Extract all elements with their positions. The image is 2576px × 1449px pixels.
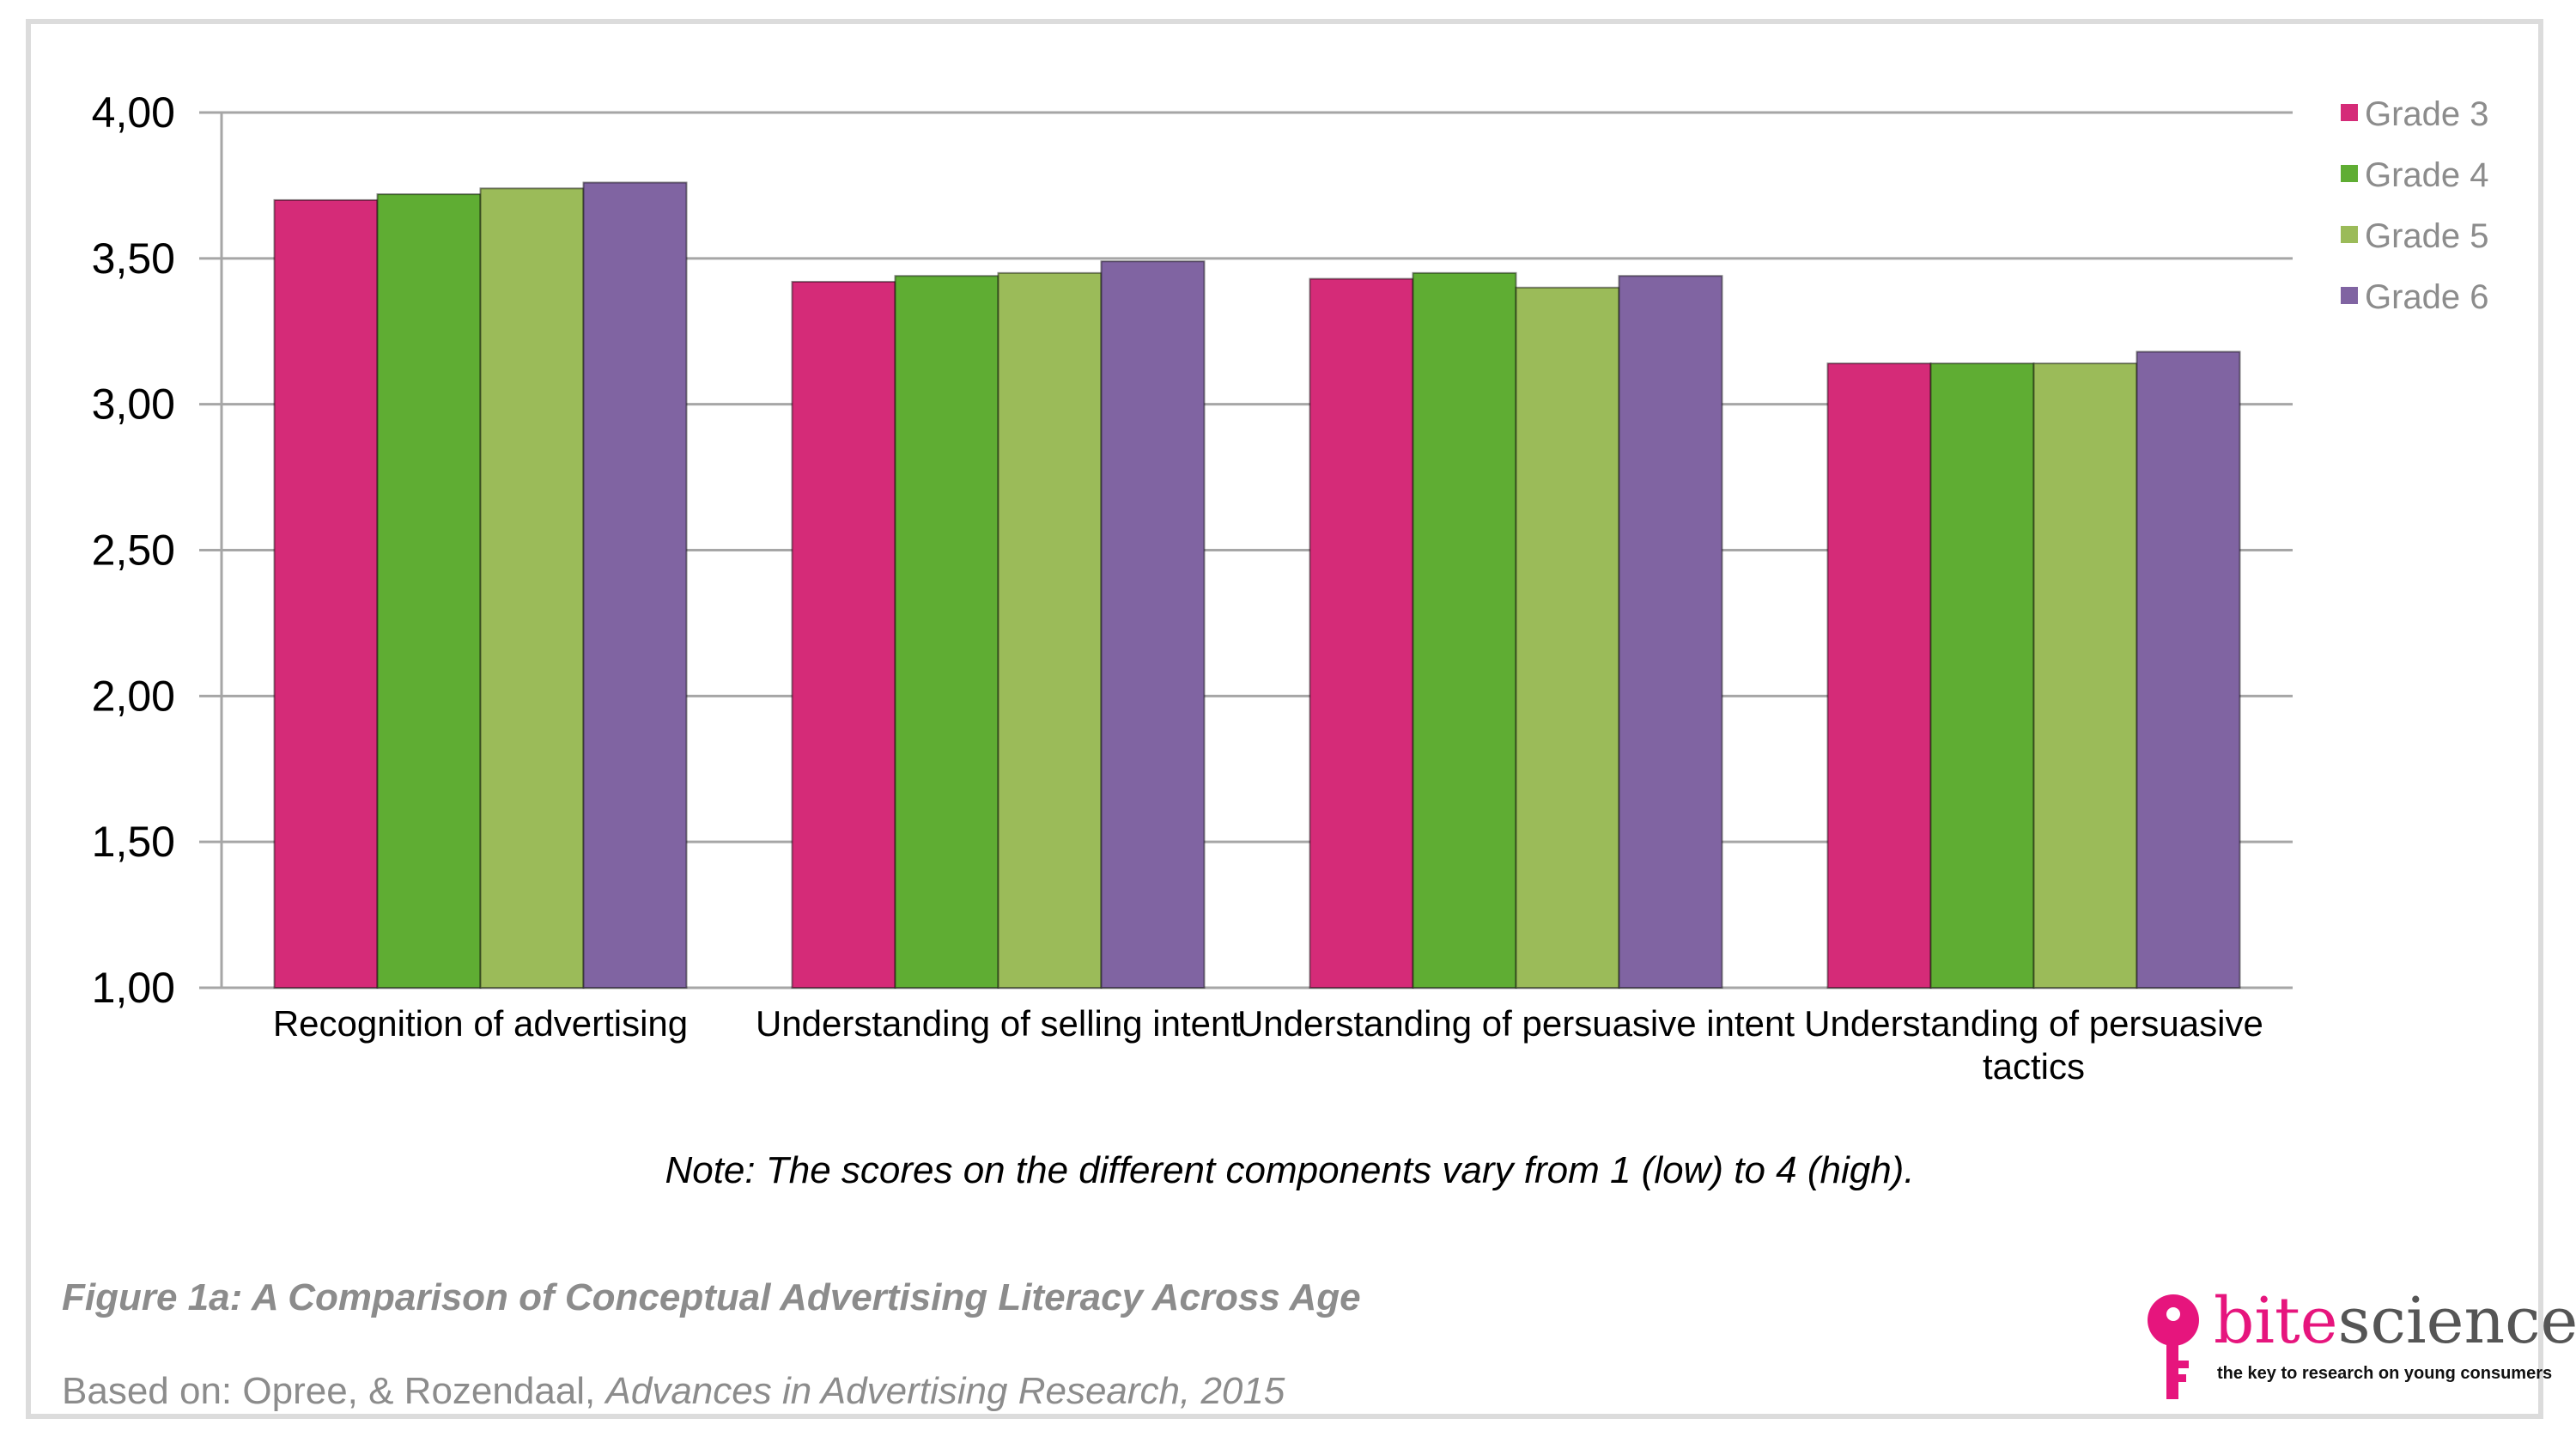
logo-brand-part1: bite xyxy=(2214,1284,2338,1358)
bar-grade-6 xyxy=(582,181,688,989)
legend-swatch xyxy=(2341,165,2358,182)
category-label: Understanding of persuasive tactics xyxy=(1804,1003,2263,1087)
chart-note: Note: The scores on the different compon… xyxy=(665,1149,1915,1191)
y-tick-label: 3,00 xyxy=(92,381,175,429)
figure-title: Figure 1a: A Comparison of Conceptual Ad… xyxy=(62,1276,1361,1318)
legend-label: Grade 6 xyxy=(2365,278,2489,316)
bar-grade-6 xyxy=(1100,260,1206,989)
y-tick-label: 2,00 xyxy=(92,672,175,720)
bar-grade-6 xyxy=(2136,350,2241,989)
y-tick-label: 1,50 xyxy=(92,818,175,866)
bar-grade-4 xyxy=(1412,271,1517,989)
legend-label: Grade 5 xyxy=(2365,217,2489,255)
key-icon xyxy=(2148,1294,2199,1399)
bar-grade-5 xyxy=(479,187,585,989)
bar-chart: 1,00 1,50 2,00 2,50 3,00 3,50 4,00 Recognition… xyxy=(92,88,2489,1087)
bitescience-logo: bitescience the key to research on young… xyxy=(2143,1287,2576,1416)
category-label: Understanding of selling intent xyxy=(756,1003,1241,1044)
bar-grade-3 xyxy=(791,281,896,989)
category-label: Understanding of persuasive intent xyxy=(1237,1003,1795,1044)
legend-label: Grade 3 xyxy=(2365,95,2489,133)
bar-grade-3 xyxy=(1826,362,1932,989)
bar-grade-4 xyxy=(376,193,482,989)
y-tick-label: 4,00 xyxy=(92,88,175,137)
logo-tagline: the key to research on young consumers xyxy=(2217,1364,2553,1383)
legend-swatch xyxy=(2341,226,2358,243)
category-labels: Recognition of advertising Understanding … xyxy=(273,1003,2263,1087)
legend-swatch xyxy=(2341,104,2358,121)
legend-swatch xyxy=(2341,287,2358,304)
bar-grade-5 xyxy=(1515,286,1620,989)
bar-grade-5 xyxy=(997,271,1103,989)
logo-brand-part2: science xyxy=(2337,1284,2576,1358)
category-label: Recognition of advertising xyxy=(273,1003,688,1044)
figure-frame: 1,00 1,50 2,00 2,50 3,00 3,50 4,00 Recognition… xyxy=(26,19,2576,1419)
axes: 1,00 1,50 2,00 2,50 3,00 3,50 4,00 xyxy=(92,88,223,1012)
bars xyxy=(273,181,2241,989)
source-publication: Advances in Advertising Research, 2015 xyxy=(605,1370,1285,1412)
source-prefix: Based on: Opree, & Rozendaal, xyxy=(62,1370,606,1412)
y-tick-label: 2,50 xyxy=(92,527,175,575)
legend-label: Grade 4 xyxy=(2365,156,2489,194)
bar-grade-4 xyxy=(894,275,999,989)
source-citation: Based on: Opree, & Rozendaal, Advances i… xyxy=(62,1370,1285,1413)
bar-grade-4 xyxy=(1929,362,2035,989)
bar-grade-3 xyxy=(1309,277,1414,989)
bar-grade-6 xyxy=(1618,275,1723,989)
y-tick-label: 1,00 xyxy=(92,964,175,1012)
y-tick-label: 3,50 xyxy=(92,234,175,283)
legend: Grade 3 Grade 4 Grade 5 Grade 6 xyxy=(2341,95,2489,316)
logo-wordmark: bitescience xyxy=(2214,1287,2576,1355)
bar-grade-5 xyxy=(2032,362,2138,989)
bar-grade-3 xyxy=(273,198,379,989)
